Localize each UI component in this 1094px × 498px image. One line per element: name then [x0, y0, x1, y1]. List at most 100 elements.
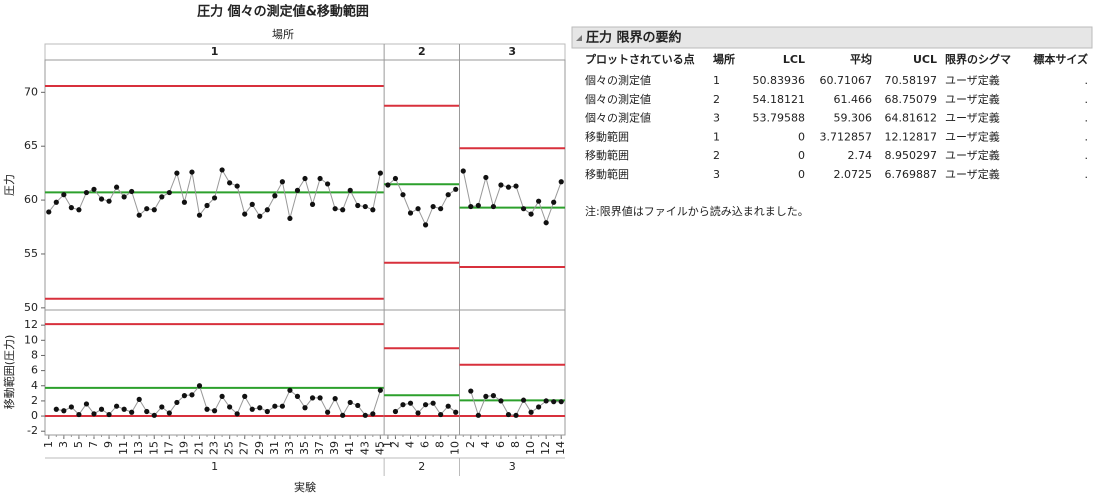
table-cell: ユーザ定義: [945, 148, 1000, 162]
data-point: [490, 203, 497, 210]
data-point: [505, 411, 512, 418]
data-point: [196, 383, 203, 389]
data-point: [370, 411, 376, 417]
data-point: [392, 175, 399, 182]
data-point: [189, 169, 195, 175]
x-tick-label: 1: [381, 441, 394, 448]
disclosure-icon[interactable]: [576, 35, 582, 41]
table-cell: 移動範囲: [585, 167, 629, 181]
data-point: [415, 410, 421, 416]
data-point: [264, 408, 270, 415]
x-tick-label: 7: [87, 441, 100, 448]
table-cell: 0: [798, 168, 805, 181]
table-cell: .: [1085, 130, 1089, 143]
table-cell: 3: [713, 168, 720, 181]
data-point: [113, 184, 120, 190]
data-point: [204, 202, 210, 209]
data-point: [61, 408, 67, 414]
data-line: [48, 168, 381, 219]
data-point: [136, 396, 142, 402]
data-point: [438, 411, 444, 418]
column-header: 標本サイズ: [1033, 52, 1088, 66]
column-header: 限界のシグマ: [945, 52, 1011, 66]
data-line: [56, 384, 381, 417]
data-point: [279, 403, 285, 409]
data-point: [227, 180, 233, 186]
data-point: [257, 213, 263, 219]
data-point: [76, 411, 82, 418]
table-cell: 60.71067: [820, 74, 873, 87]
data-point: [166, 410, 172, 416]
y-tick-label: 12: [24, 318, 38, 331]
x-tick-label: 15: [147, 441, 160, 455]
data-point: [513, 412, 519, 418]
data-point: [91, 411, 97, 417]
x-tick-label: 10: [449, 441, 462, 455]
table-cell: 個々の測定値: [585, 92, 651, 106]
data-point: [272, 193, 278, 199]
table-cell: ユーザ定義: [945, 111, 1000, 125]
data-point: [159, 404, 165, 410]
data-point: [325, 409, 331, 415]
data-point: [453, 186, 459, 192]
data-point: [98, 406, 105, 412]
data-point: [249, 406, 255, 412]
data-point: [46, 209, 52, 215]
x-tick-label: 2: [464, 441, 477, 448]
table-cell: 68.75079: [885, 93, 938, 106]
data-point: [536, 198, 542, 204]
table-cell: 0: [798, 130, 805, 143]
data-point: [513, 183, 519, 189]
data-point: [242, 393, 248, 399]
table-cell: 個々の測定値: [585, 73, 651, 87]
data-point: [181, 199, 188, 205]
data-point: [144, 206, 150, 212]
y-tick-label: 2: [31, 394, 38, 407]
summary-header[interactable]: [571, 26, 1093, 49]
data-point: [392, 408, 399, 415]
x-tick-label: 23: [208, 441, 221, 455]
y-tick-label: 50: [24, 301, 38, 314]
x-tick-label: 14: [554, 441, 567, 455]
x-tick-label: 8: [509, 441, 522, 448]
data-point: [234, 183, 240, 189]
data-point: [430, 203, 436, 210]
group-label: 1: [211, 45, 219, 58]
y-tick-label: 65: [24, 139, 38, 152]
column-header: LCL: [783, 53, 805, 66]
data-point: [309, 395, 316, 401]
table-cell: ユーザ定義: [945, 92, 1000, 106]
data-point: [468, 203, 474, 210]
data-point: [98, 196, 105, 202]
data-point: [445, 403, 451, 409]
table-cell: 3: [713, 112, 720, 125]
table-cell: 3.712857: [820, 130, 873, 143]
table-cell: 1: [713, 74, 720, 87]
data-point: [219, 167, 225, 173]
data-point: [136, 212, 142, 218]
data-point: [204, 406, 210, 412]
y-tick-label: 4: [31, 379, 38, 392]
data-point: [106, 198, 112, 204]
group-label: 1: [211, 460, 218, 473]
data-point: [309, 201, 316, 207]
data-point: [438, 206, 444, 212]
table-cell: 移動範囲: [585, 148, 629, 162]
y-tick-label: 55: [24, 247, 38, 260]
data-point: [407, 400, 414, 406]
table-cell: 2: [713, 149, 720, 162]
data-point: [558, 399, 564, 405]
data-point: [536, 404, 542, 410]
table-cell: ユーザ定義: [945, 73, 1000, 87]
summary-note: 注:限界値はファイルから読み込まれました。: [585, 204, 809, 218]
data-point: [76, 207, 82, 213]
y-tick-label: 70: [24, 85, 38, 98]
y-tick-label: 0: [31, 409, 38, 422]
data-point: [543, 220, 549, 226]
table-cell: 1: [713, 130, 720, 143]
data-point: [53, 199, 59, 205]
data-point: [83, 401, 90, 407]
data-point: [528, 409, 534, 415]
table-cell: 移動範囲: [585, 129, 629, 143]
x-tick-label: 29: [253, 441, 266, 455]
